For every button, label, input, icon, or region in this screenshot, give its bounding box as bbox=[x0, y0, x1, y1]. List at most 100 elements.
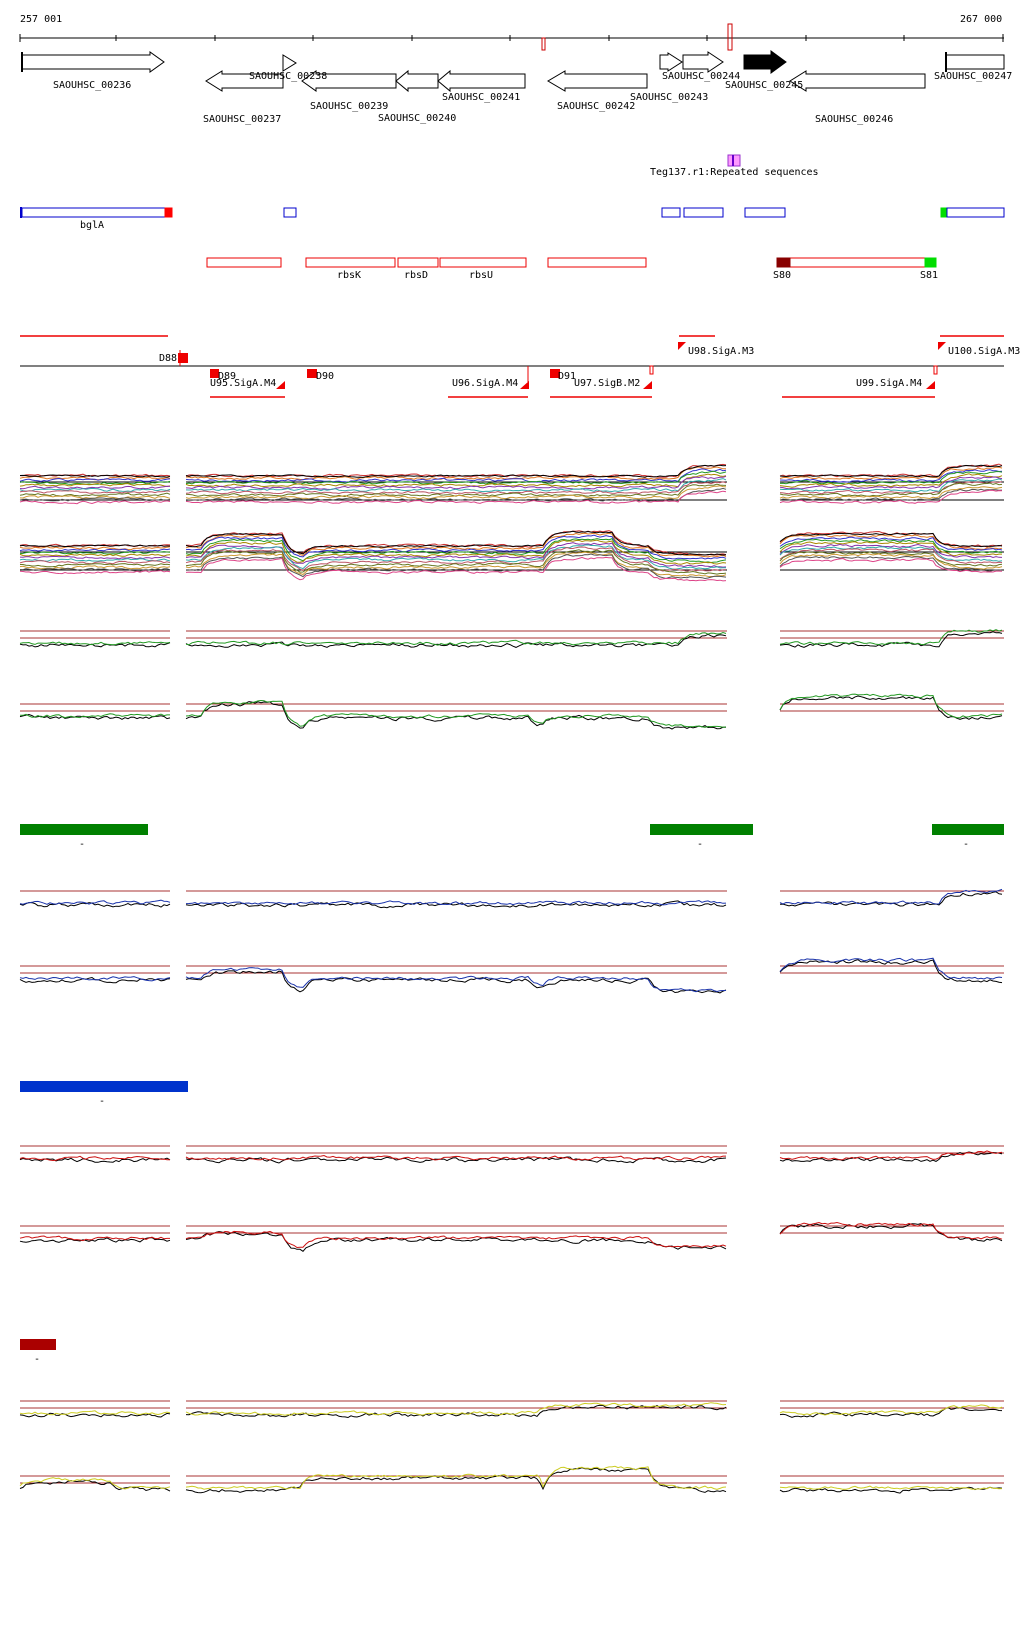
gene-label: SAOUHSC_00246 bbox=[815, 114, 893, 125]
profile-line bbox=[19, 555, 171, 560]
condition-bar-green[interactable] bbox=[650, 824, 753, 835]
condition-bar-green[interactable] bbox=[20, 824, 148, 835]
profile-line bbox=[19, 1412, 171, 1418]
profile-line bbox=[19, 565, 171, 570]
condition-bar-red[interactable] bbox=[20, 1339, 56, 1350]
profile-line bbox=[779, 693, 1003, 719]
profile-line bbox=[19, 477, 171, 482]
segment-label: S81 bbox=[920, 270, 938, 281]
gene-label: SAOUHSC_00236 bbox=[53, 80, 131, 91]
feature-box[interactable] bbox=[683, 207, 724, 218]
promoter-flag[interactable] bbox=[926, 381, 935, 389]
profile-line bbox=[19, 560, 171, 565]
gene-arrow[interactable] bbox=[945, 54, 1005, 70]
profile-line bbox=[779, 536, 1003, 551]
profile-line bbox=[185, 464, 727, 478]
gene-track bbox=[21, 50, 1005, 93]
profile-line bbox=[19, 1155, 170, 1162]
profile-line bbox=[779, 473, 1003, 488]
blue-feature-track: bglA bbox=[20, 207, 1005, 231]
promoter-flag[interactable] bbox=[276, 381, 285, 389]
operon-box[interactable] bbox=[305, 257, 396, 268]
operon-box[interactable] bbox=[547, 257, 647, 268]
profile-line bbox=[185, 1154, 726, 1161]
profile-line bbox=[185, 900, 727, 906]
promoter-label: U97.SigB.M2 bbox=[574, 378, 640, 389]
profile-line bbox=[185, 549, 727, 575]
profile-line bbox=[19, 641, 171, 646]
promoter-flag[interactable] bbox=[643, 381, 652, 389]
gene-arrow[interactable] bbox=[395, 69, 439, 93]
profile-line bbox=[779, 543, 1003, 559]
profile-line bbox=[779, 471, 1003, 485]
promoter-label: U99.SigA.M4 bbox=[856, 378, 922, 389]
promoter-flag[interactable] bbox=[938, 342, 946, 364]
promoter-label: U98.SigA.M3 bbox=[688, 346, 754, 357]
profile-line bbox=[185, 530, 727, 556]
ruler-ticks bbox=[19, 34, 1004, 42]
gene-arrow[interactable] bbox=[682, 51, 724, 73]
profile-line bbox=[779, 1223, 1003, 1242]
feature-box[interactable] bbox=[661, 207, 681, 218]
gene-arrow[interactable] bbox=[282, 54, 297, 72]
expression-profiles bbox=[19, 463, 1004, 1494]
profile-line bbox=[779, 1150, 1003, 1161]
feature-box[interactable] bbox=[21, 207, 166, 218]
promoter-marker[interactable] bbox=[550, 369, 560, 378]
promoter-label: U96.SigA.M4 bbox=[452, 378, 518, 389]
profile-line bbox=[19, 485, 171, 490]
profile-line bbox=[19, 1479, 171, 1492]
profile-line bbox=[19, 899, 171, 905]
profile-line bbox=[779, 486, 1003, 500]
gene-arrow-highlighted[interactable] bbox=[743, 50, 787, 74]
condition-bars: - - - - - bbox=[20, 824, 1004, 1365]
profile-line bbox=[185, 701, 726, 730]
profile-line bbox=[185, 553, 727, 580]
profile-line bbox=[185, 466, 726, 481]
promoter-marker[interactable] bbox=[178, 353, 188, 363]
gene-label: SAOUHSC_00241 bbox=[442, 92, 520, 103]
operon-box[interactable] bbox=[789, 257, 926, 268]
profile-line bbox=[185, 1230, 727, 1249]
profile-line bbox=[19, 976, 171, 982]
profile-line bbox=[779, 466, 1003, 480]
promoter-marker[interactable] bbox=[307, 369, 317, 378]
profile-line bbox=[185, 485, 727, 500]
profile-line bbox=[779, 1485, 1003, 1490]
profile-line bbox=[19, 642, 171, 648]
operon-box[interactable] bbox=[439, 257, 527, 268]
feature-box[interactable] bbox=[744, 207, 786, 218]
profile-line bbox=[19, 901, 171, 908]
feature-box[interactable] bbox=[946, 207, 1005, 218]
profile-line bbox=[185, 475, 727, 491]
gene-arrow[interactable] bbox=[659, 52, 683, 72]
operon-box[interactable] bbox=[206, 257, 282, 268]
repeat-label: Teg137.r1:Repeated sequences bbox=[650, 167, 819, 178]
operon-label: rbsK bbox=[337, 270, 361, 281]
profile-line bbox=[185, 1230, 727, 1252]
profile-line bbox=[19, 482, 171, 488]
profile-line bbox=[19, 487, 171, 493]
operon-box[interactable] bbox=[397, 257, 439, 268]
profile-line bbox=[185, 546, 727, 572]
gene-arrow[interactable] bbox=[789, 70, 926, 92]
gene-arrow[interactable] bbox=[301, 70, 397, 92]
profile-line bbox=[779, 548, 1003, 564]
gene-arrow[interactable] bbox=[205, 70, 284, 92]
feature-box[interactable] bbox=[283, 207, 297, 218]
promoter-marker[interactable] bbox=[210, 369, 219, 378]
condition-bar-blue[interactable] bbox=[20, 1081, 188, 1092]
gene-labels: SAOUHSC_00236 SAOUHSC_00237 SAOUHSC_0023… bbox=[53, 71, 1012, 125]
profile-line bbox=[185, 970, 727, 994]
promoter-flag[interactable] bbox=[520, 381, 529, 389]
condition-bar-green[interactable] bbox=[932, 824, 1004, 835]
profile-line bbox=[19, 490, 171, 494]
gene-arrow[interactable] bbox=[437, 69, 526, 93]
profile-line bbox=[779, 629, 1003, 646]
promoter-flag[interactable] bbox=[678, 342, 686, 364]
profile-line bbox=[19, 567, 171, 572]
gene-arrow[interactable] bbox=[21, 51, 165, 73]
gene-arrow[interactable] bbox=[547, 70, 648, 92]
segment-label: S80 bbox=[773, 270, 791, 281]
operon-label: rbsU bbox=[469, 270, 493, 281]
